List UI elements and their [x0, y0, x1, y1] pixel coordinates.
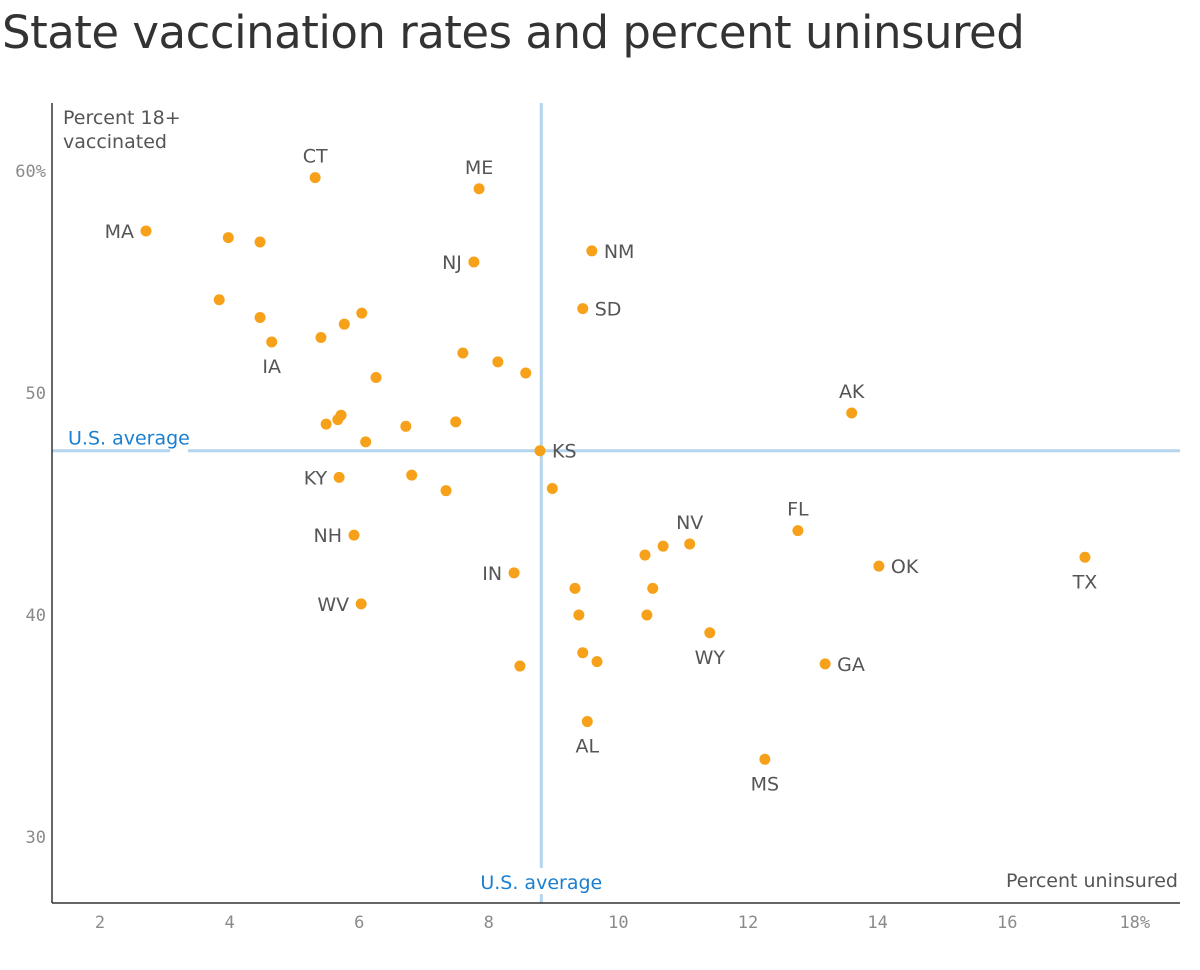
x-tick-label: 16: [997, 913, 1017, 933]
point-label-MA: MA: [105, 221, 134, 243]
point-label-AK: AK: [839, 381, 865, 403]
point-label-TX: TX: [1072, 571, 1098, 593]
data-point-10: [356, 307, 368, 319]
data-point-FL: [792, 525, 804, 537]
data-point-NJ: [468, 256, 480, 268]
data-point-11: [338, 318, 350, 330]
data-point-IA: [266, 336, 278, 348]
data-point-8: [213, 294, 225, 306]
avg-label-bg: [62, 422, 204, 449]
data-point-20: [332, 414, 344, 426]
data-point-44: [577, 647, 589, 659]
data-point-NV: [684, 538, 696, 550]
data-point-21: [320, 418, 332, 430]
x-tick-label: 8: [484, 913, 494, 933]
point-label-NM: NM: [604, 241, 635, 263]
data-point-17: [370, 371, 382, 383]
data-point-AL: [581, 716, 593, 728]
data-point-47: [514, 660, 526, 672]
data-point-23: [450, 416, 462, 428]
point-label-KS: KS: [552, 441, 577, 463]
data-point-SD: [577, 303, 589, 315]
data-point-WY: [704, 627, 716, 639]
point-label-FL: FL: [787, 499, 809, 521]
data-point-3: [222, 232, 234, 244]
y-tick-label: 30: [26, 828, 46, 848]
data-point-OK: [873, 560, 885, 572]
data-point-12: [315, 332, 327, 343]
data-point-KY: [333, 471, 345, 483]
point-label-NH: NH: [314, 525, 343, 547]
data-point-29: [546, 482, 558, 494]
y-tick-label: 40: [26, 606, 46, 626]
avg-label-bg: [471, 868, 612, 894]
point-label-ME: ME: [465, 157, 493, 179]
point-label-WY: WY: [695, 647, 726, 669]
data-point-14: [457, 347, 469, 359]
x-axis-title: Percent uninsured: [1006, 870, 1178, 892]
x-tick-label: 2: [95, 913, 105, 933]
data-point-KS: [534, 445, 546, 457]
point-label-CT: CT: [303, 146, 328, 168]
data-point-WV: [355, 598, 367, 610]
y-tick-label: 60%: [15, 162, 46, 182]
x-tick-label: 18%: [1119, 913, 1150, 933]
data-point-ME: [473, 183, 485, 195]
y-axis-title: Percent 18+ vaccinated: [63, 107, 181, 153]
data-point-CT: [309, 172, 321, 184]
point-label-KY: KY: [304, 467, 328, 489]
us-average-x-label: U.S. average: [480, 872, 602, 894]
point-label-WV: WV: [317, 594, 349, 616]
y-tick-label: 50: [26, 384, 46, 404]
data-point-MA: [140, 225, 152, 237]
data-point-AK: [846, 407, 858, 419]
data-point-39: [647, 582, 659, 594]
data-point-16: [520, 367, 532, 379]
data-point-45: [591, 656, 603, 668]
point-label-GA: GA: [837, 654, 865, 676]
data-point-15: [492, 356, 504, 368]
data-point-9: [254, 312, 266, 324]
x-tick-label: 6: [354, 913, 364, 933]
data-point-38: [569, 582, 581, 594]
point-label-OK: OK: [891, 556, 919, 578]
chart-title: State vaccination rates and percent unin…: [2, 6, 1025, 59]
data-point-27: [406, 469, 418, 481]
data-point-34: [639, 549, 651, 561]
data-point-24: [360, 436, 372, 448]
data-point-GA: [819, 658, 831, 670]
data-point-MS: [759, 753, 771, 765]
point-label-NJ: NJ: [442, 252, 462, 274]
data-point-22: [400, 420, 412, 432]
x-tick-label: 12: [738, 913, 758, 933]
data-point-NM: [586, 245, 598, 257]
x-tick-label: 10: [608, 913, 628, 933]
data-point-4: [254, 236, 266, 248]
avg-line-gap: [170, 448, 188, 453]
x-tick-label: 14: [867, 913, 887, 933]
x-tick-label: 4: [224, 913, 234, 933]
data-point-33: [657, 540, 669, 552]
data-point-TX: [1079, 551, 1091, 563]
data-point-42: [641, 609, 653, 621]
point-label-NV: NV: [676, 512, 703, 534]
data-point-NH: [348, 529, 360, 541]
point-label-IA: IA: [262, 356, 281, 378]
point-label-AL: AL: [575, 736, 599, 758]
data-point-28: [440, 485, 452, 497]
us-average-y-label: U.S. average: [68, 428, 190, 450]
data-point-IN: [508, 567, 520, 579]
data-point-41: [573, 609, 585, 621]
point-label-MS: MS: [751, 773, 779, 795]
point-label-IN: IN: [482, 563, 502, 585]
point-label-SD: SD: [595, 299, 622, 321]
